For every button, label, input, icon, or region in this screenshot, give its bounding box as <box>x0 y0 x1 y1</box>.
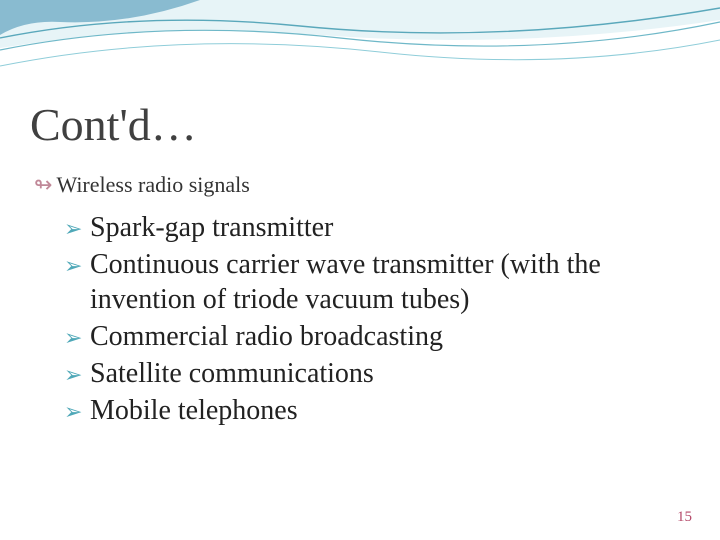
bullet-glyph-level2: ➢ <box>64 361 84 389</box>
bullet-glyph-level1: ↬ <box>34 172 52 197</box>
bullet-level2-item: ➢Mobile telephones <box>64 393 680 428</box>
slide: Cont'd… ↬Wireless radio signals ➢Spark-g… <box>0 0 720 540</box>
bullet-glyph-level2: ➢ <box>64 324 84 352</box>
bullet-glyph-level2: ➢ <box>64 252 84 280</box>
bullet-level1: ↬Wireless radio signals <box>34 172 250 198</box>
bullet-level2-item: ➢Spark-gap transmitter <box>64 210 680 245</box>
bullet-level2-text: Spark-gap transmitter <box>90 212 333 243</box>
bullet-level2-item: ➢Continuous carrier wave transmitter (wi… <box>64 247 680 317</box>
bullet-level1-text: Wireless radio signals <box>56 172 249 197</box>
bullet-level2-item: ➢Satellite communications <box>64 356 680 391</box>
bullet-level2-item: ➢Commercial radio broadcasting <box>64 319 680 354</box>
bullet-level2-text: Mobile telephones <box>90 395 298 426</box>
slide-title: Cont'd… <box>30 98 197 151</box>
wave-decoration <box>0 0 720 100</box>
bullet-level2-list: ➢Spark-gap transmitter ➢Continuous carri… <box>64 210 680 430</box>
bullet-level2-text: Continuous carrier wave transmitter (wit… <box>90 249 601 315</box>
page-number: 15 <box>677 509 692 526</box>
bullet-level2-text: Satellite communications <box>90 358 374 389</box>
bullet-glyph-level2: ➢ <box>64 398 84 426</box>
bullet-glyph-level2: ➢ <box>64 215 84 243</box>
bullet-level2-text: Commercial radio broadcasting <box>90 321 443 352</box>
